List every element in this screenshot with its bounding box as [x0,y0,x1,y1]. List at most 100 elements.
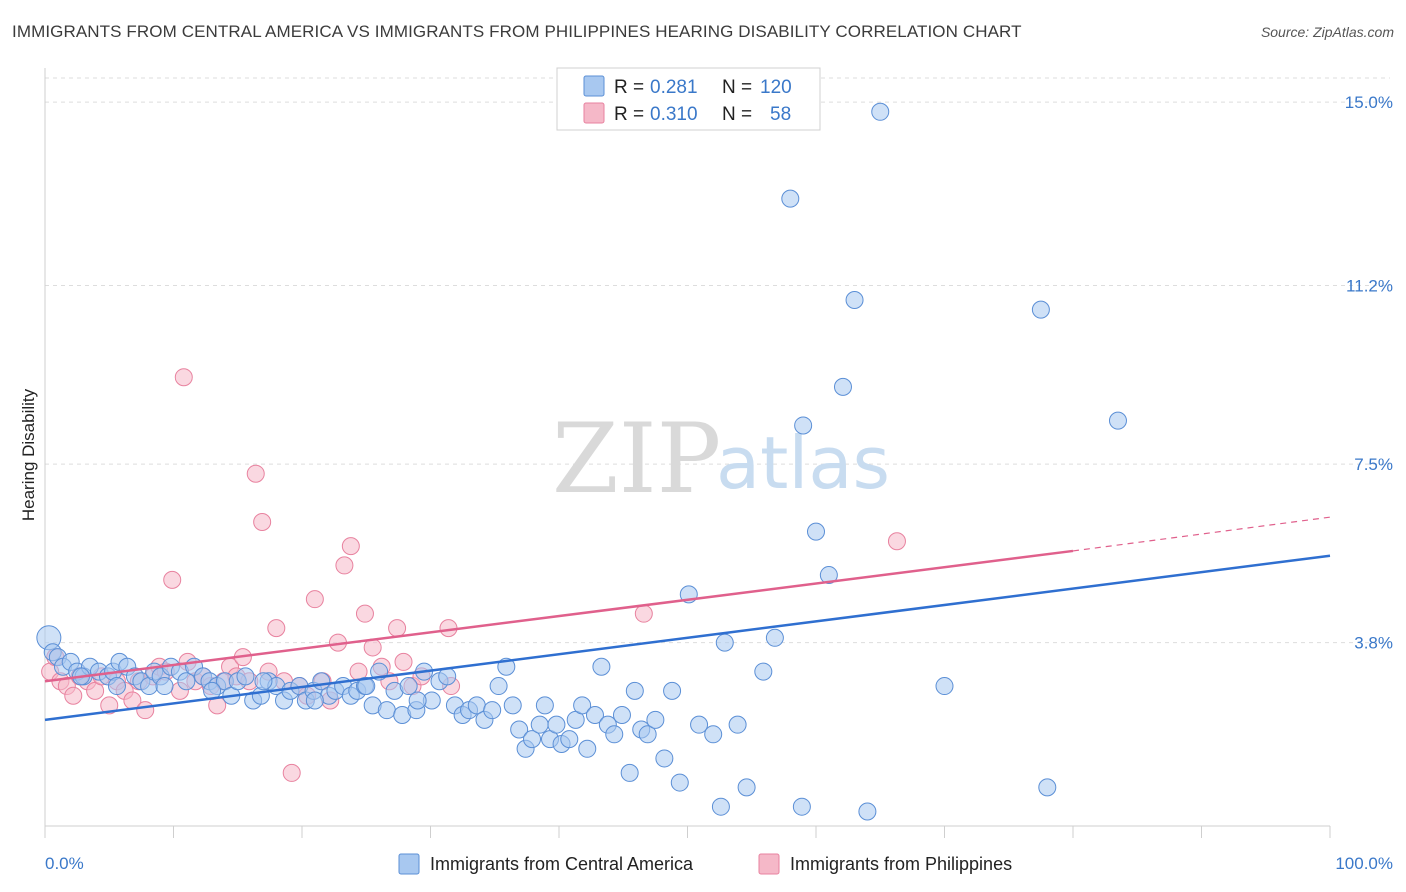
axes [44,68,1331,838]
bottom-legend-pink-label: Immigrants from Philippines [790,854,1012,874]
legend-pink-n-label: N = [722,104,752,125]
philippines-point-56 [634,604,653,623]
philippines-point-9 [100,696,119,715]
central-america-point-75 [573,696,592,715]
y-tick-label-0: 3.8% [1354,634,1393,653]
central-america-point-80 [605,725,624,744]
central-america-point-113 [107,677,126,696]
philippines-point-31 [246,464,265,483]
philippines-point-36 [282,763,301,782]
central-america-point-68 [530,715,549,734]
bottom-legend: Immigrants from Central America Immigran… [398,853,1012,875]
central-america-point-106 [858,802,877,821]
central-america-point-88 [663,681,682,700]
central-america-point-91 [690,715,709,734]
top-legend: R = 0.281 N = 120 R = 0.310 N = 58 [556,67,821,131]
central-america-point-83 [625,681,644,700]
watermark-zip: ZIP [552,403,721,515]
central-america-point-92 [704,725,723,744]
philippines-trend-line [44,549,1074,683]
central-america-point-62 [489,677,508,696]
central-america-point-101 [794,416,813,435]
philippines-point-46 [355,604,374,623]
central-america-point-89 [670,773,689,792]
central-america-point-97 [754,662,773,681]
y-tick-labels: 3.8% 7.5% 11.2% 15.0% [1345,93,1393,652]
central-america-point-94 [715,633,734,652]
central-america-point-85 [638,725,657,744]
central-america-point-110 [1038,778,1057,797]
philippines-point-4 [64,686,83,705]
watermark: ZIP atlas [552,403,890,515]
central-america-point-67 [523,730,542,749]
bottom-legend-blue-swatch [398,853,420,875]
y-tick-label-1: 7.5% [1354,455,1393,474]
central-america-point-61 [483,701,502,720]
central-america-point-47 [377,701,396,720]
watermark-atlas: atlas [716,421,890,505]
central-america-point-77 [585,706,604,725]
philippines-point-14 [136,701,155,720]
central-america-point-99 [781,189,800,208]
central-america-point-81 [612,706,631,725]
central-america-point-107 [871,102,890,121]
philippines-point-18 [163,570,182,589]
central-america-point-98 [765,628,784,647]
central-america-point-76 [578,739,597,758]
central-america-point-116 [254,672,273,691]
central-america-point-69 [535,696,554,715]
central-america-points [36,102,1127,821]
legend-pink-r-label: R = [614,104,644,125]
y-axis-label: Hearing Disability [19,388,38,521]
central-america-point-103 [819,566,838,585]
central-america-point-104 [833,377,852,396]
central-america-point-100 [792,797,811,816]
x-tick-label-1: 100.0% [1335,854,1393,873]
legend-blue-n-value: 120 [760,77,792,98]
bottom-legend-blue-label: Immigrants from Central America [430,854,694,874]
central-america-point-65 [510,720,529,739]
central-america-point-64 [503,696,522,715]
philippines-point-20 [174,368,193,387]
central-america-point-118 [357,677,376,696]
central-america-point-93 [711,797,730,816]
philippines-point-44 [341,537,360,556]
philippines-point-57 [887,532,906,551]
legend-blue-swatch [583,75,605,97]
philippines-point-43 [335,556,354,575]
central-america-point-111 [1108,411,1127,430]
legend-blue-r-value: 0.281 [650,77,698,98]
central-america-point-117 [305,691,324,710]
central-america-point-78 [592,657,611,676]
central-america-point-108 [935,677,954,696]
central-america-point-50 [399,677,418,696]
central-america-point-86 [646,710,665,729]
legend-blue-n-label: N = [722,77,752,98]
source-label: Source: ZipAtlas.com [1260,24,1394,40]
y-tick-label-3: 15.0% [1345,93,1393,112]
central-america-point-119 [408,691,427,710]
central-america-point-102 [807,522,825,541]
central-america-point-28 [236,667,255,686]
philippines-point-39 [305,590,324,609]
philippines-point-34 [267,619,286,638]
x-tick-label-0: 0.0% [45,854,84,873]
philippines-trend-extension [1072,516,1331,552]
central-america-point-71 [547,715,566,734]
central-america-point-73 [560,730,579,749]
philippines-point-51 [394,652,413,671]
central-america-point-96 [737,778,756,797]
philippines-point-50 [388,619,407,638]
y-tick-label-2: 11.2% [1346,277,1393,296]
trend-lines [44,516,1331,722]
central-america-point-95 [728,715,747,734]
central-america-point-82 [620,763,639,782]
grid-lines [45,77,1390,644]
chart-title: IMMIGRANTS FROM CENTRAL AMERICA VS IMMIG… [12,22,1022,41]
central-america-point-20 [177,672,196,691]
central-america-point-109 [1031,300,1050,319]
legend-pink-r-value: 0.310 [650,104,698,125]
central-america-trend-line [44,554,1331,722]
philippines-point-32 [253,512,272,531]
